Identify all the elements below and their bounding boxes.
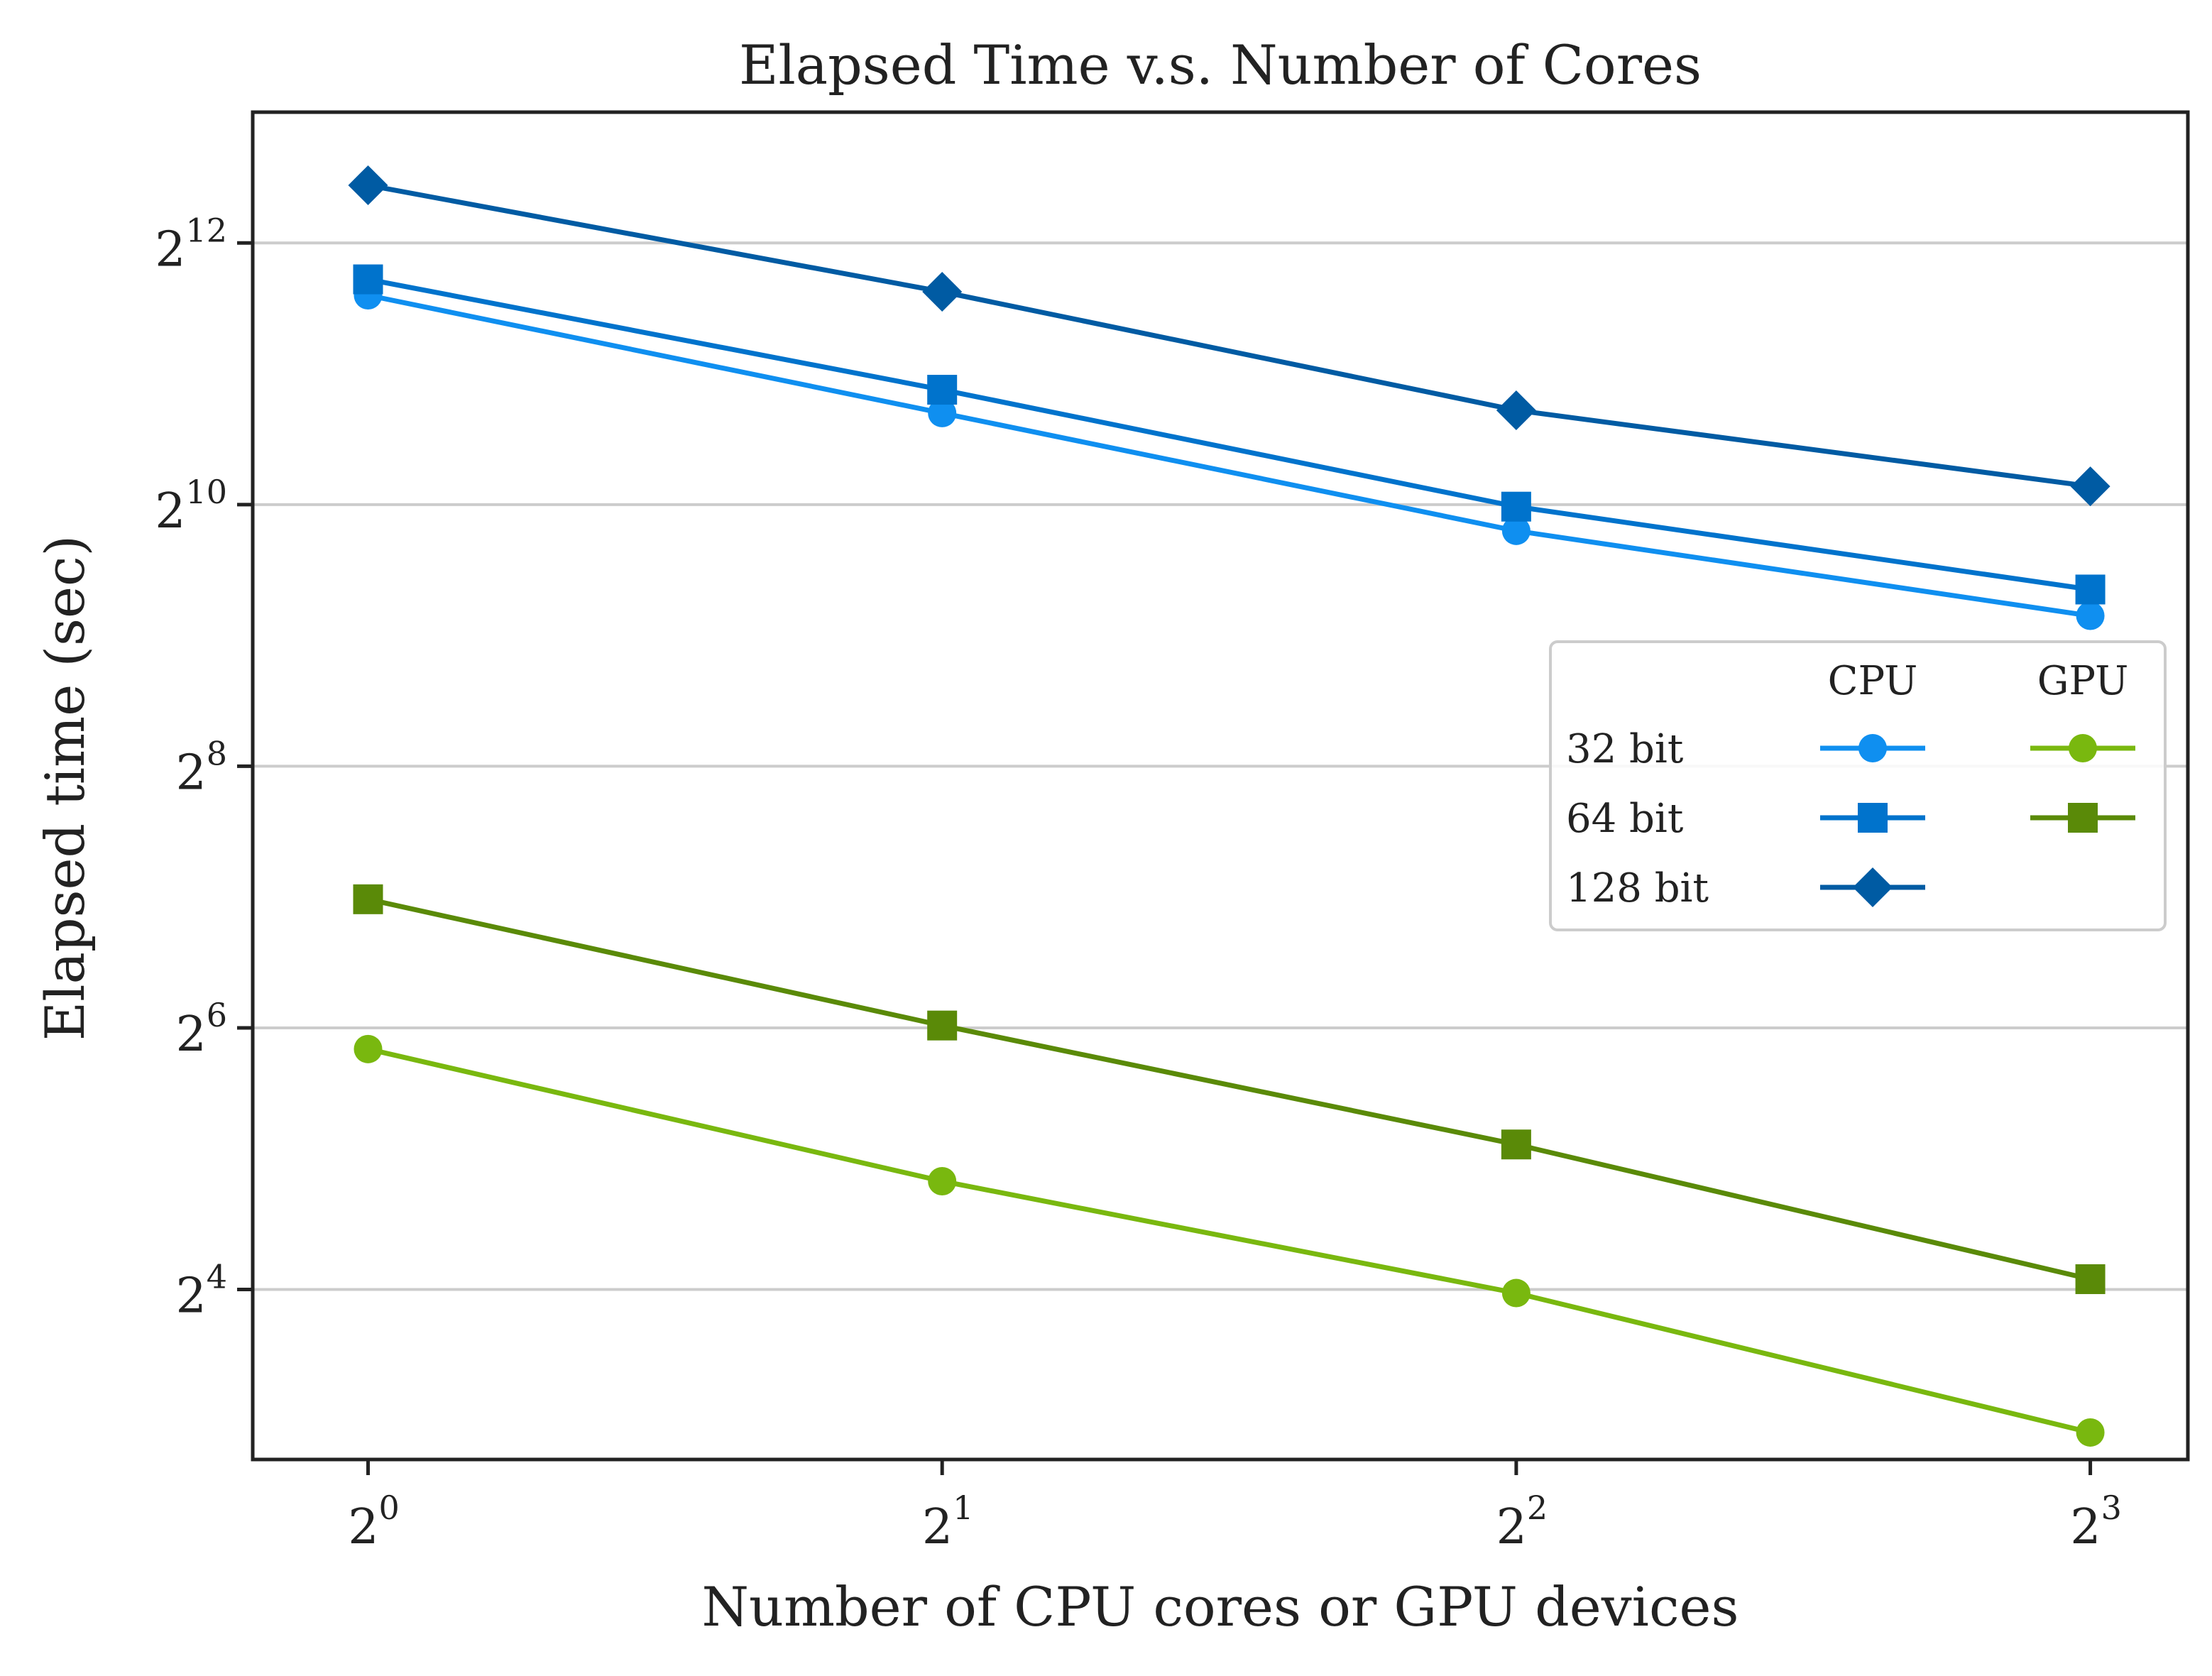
data-point-cpu-64bit [1501,491,1531,522]
y-tick-exponent: 8 [207,734,227,772]
data-point-cpu-32bit [928,398,957,427]
y-tick-exponent: 6 [207,996,227,1034]
data-point-gpu-64bit [1501,1129,1531,1160]
x-tick-base: 2 [1496,1499,1527,1555]
y-tick-exponent: 4 [207,1258,227,1296]
y-tick-label: 28 [175,734,227,801]
data-point-cpu-32bit [2076,601,2105,630]
x-tick-base: 2 [922,1499,953,1555]
x-tick-exponent: 1 [953,1489,973,1527]
data-point-cpu-128bit [2070,466,2110,507]
data-point-gpu-32bit [354,1034,383,1063]
x-tick-exponent: 3 [2101,1489,2122,1527]
series-line-gpu-64bit [367,897,2091,1282]
series-line-gpu-32bit [367,1046,2091,1435]
x-tick-base: 2 [2070,1499,2101,1555]
series-line-cpu-128bit [367,182,2091,489]
x-tick-exponent: 2 [1527,1489,1548,1527]
series-line-cpu-32bit [367,292,2091,618]
y-tick-base: 2 [155,483,185,540]
data-point-cpu-64bit [353,264,383,295]
data-point-gpu-64bit [353,884,383,914]
y-tick-label: 212 [155,211,227,278]
data-point-gpu-32bit [2076,1418,2105,1447]
y-tick-exponent: 10 [185,473,227,511]
legend-marker-cpu-64bit [1858,803,1888,833]
legend-marker-gpu-64bit [2068,803,2098,833]
legend-marker-cpu-32bit [1858,734,1887,762]
legend-row-label-32bit: 32 bit [1566,726,1684,772]
plot-frame [251,110,2190,1462]
y-tick-label: 24 [175,1258,227,1325]
data-point-cpu-32bit [1501,516,1531,545]
chart-title: Elapsed Time v.s. Number of Cores [739,33,1702,97]
y-tick-base: 2 [175,745,206,801]
x-tick-label: 22 [1496,1489,1548,1555]
data-point-gpu-64bit [2075,1264,2106,1294]
data-point-cpu-64bit [927,375,958,405]
y-axis-label: Elapsed time (sec) [33,535,97,1041]
data-point-cpu-128bit [348,165,388,205]
y-tick-base: 2 [175,1007,206,1063]
series-line-cpu-64bit [367,277,2091,592]
x-tick-label: 20 [348,1489,400,1555]
x-axis-label: Number of CPU cores or GPU devices [702,1575,1739,1638]
y-tick-label: 210 [155,473,227,540]
legend: CPU GPU 32 bit 64 bit 128 bit [1549,640,2167,931]
y-tick-exponent: 12 [185,211,227,249]
data-point-cpu-64bit [2075,574,2106,605]
plot-series [348,165,2110,1447]
legend-row-label-128bit: 128 bit [1566,865,1709,911]
data-point-gpu-32bit [928,1166,957,1195]
y-tick-base: 2 [175,1269,206,1325]
legend-marker-cpu-128bit [1853,867,1893,907]
x-tick-label: 21 [922,1489,974,1555]
legend-header-cpu: CPU [1828,658,1918,704]
x-tick-base: 2 [348,1499,378,1555]
legend-box [1549,640,2167,931]
data-point-gpu-32bit [1501,1278,1531,1308]
legend-row-label-64bit: 64 bit [1566,796,1684,842]
data-point-cpu-128bit [1496,390,1536,430]
legend-marker-gpu-32bit [2069,734,2097,762]
x-tick-label: 23 [2070,1489,2122,1555]
y-tick-label: 26 [175,996,227,1063]
y-tick-base: 2 [155,221,185,278]
x-tick-exponent: 0 [378,1489,399,1527]
legend-swatches [1820,734,2135,907]
data-point-cpu-128bit [922,272,963,312]
data-point-gpu-64bit [927,1010,958,1041]
legend-header-gpu: GPU [2037,658,2129,704]
